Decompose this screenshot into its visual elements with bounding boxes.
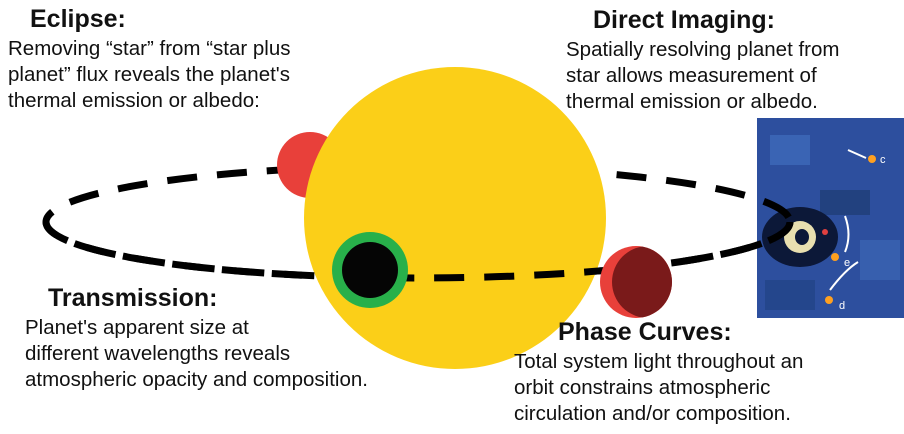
section-text: Planet's apparent size at [25, 316, 249, 339]
section-title: Phase Curves: [558, 318, 732, 346]
image-label: d [839, 300, 845, 312]
section-title: Direct Imaging: [593, 6, 775, 34]
section-text: orbit constrains atmospheric [514, 376, 770, 399]
section-title: Transmission: [48, 284, 218, 312]
section-text: Removing “star” from “star plus [8, 37, 291, 60]
section-text: thermal emission or albedo: [8, 89, 260, 112]
section-title: Eclipse: [30, 5, 126, 33]
image-label: e [844, 257, 850, 269]
direct-image [757, 118, 904, 318]
transit-planet [342, 242, 398, 298]
image-label: c [880, 154, 886, 166]
phase-planet [598, 244, 684, 324]
section-text: circulation and/or composition. [514, 402, 791, 425]
section-text: atmospheric opacity and composition. [25, 368, 368, 391]
diagram: Eclipse: Removing “star” from “star plus p… [0, 0, 904, 434]
section-text: thermal emission or albedo. [566, 90, 818, 113]
section-text: Total system light throughout an [514, 350, 803, 373]
section-text: different wavelengths reveals [25, 342, 290, 365]
section-text: star allows measurement of [566, 64, 817, 87]
section-text: Spatially resolving planet from [566, 38, 839, 61]
section-text: planet” flux reveals the planet's [8, 63, 290, 86]
